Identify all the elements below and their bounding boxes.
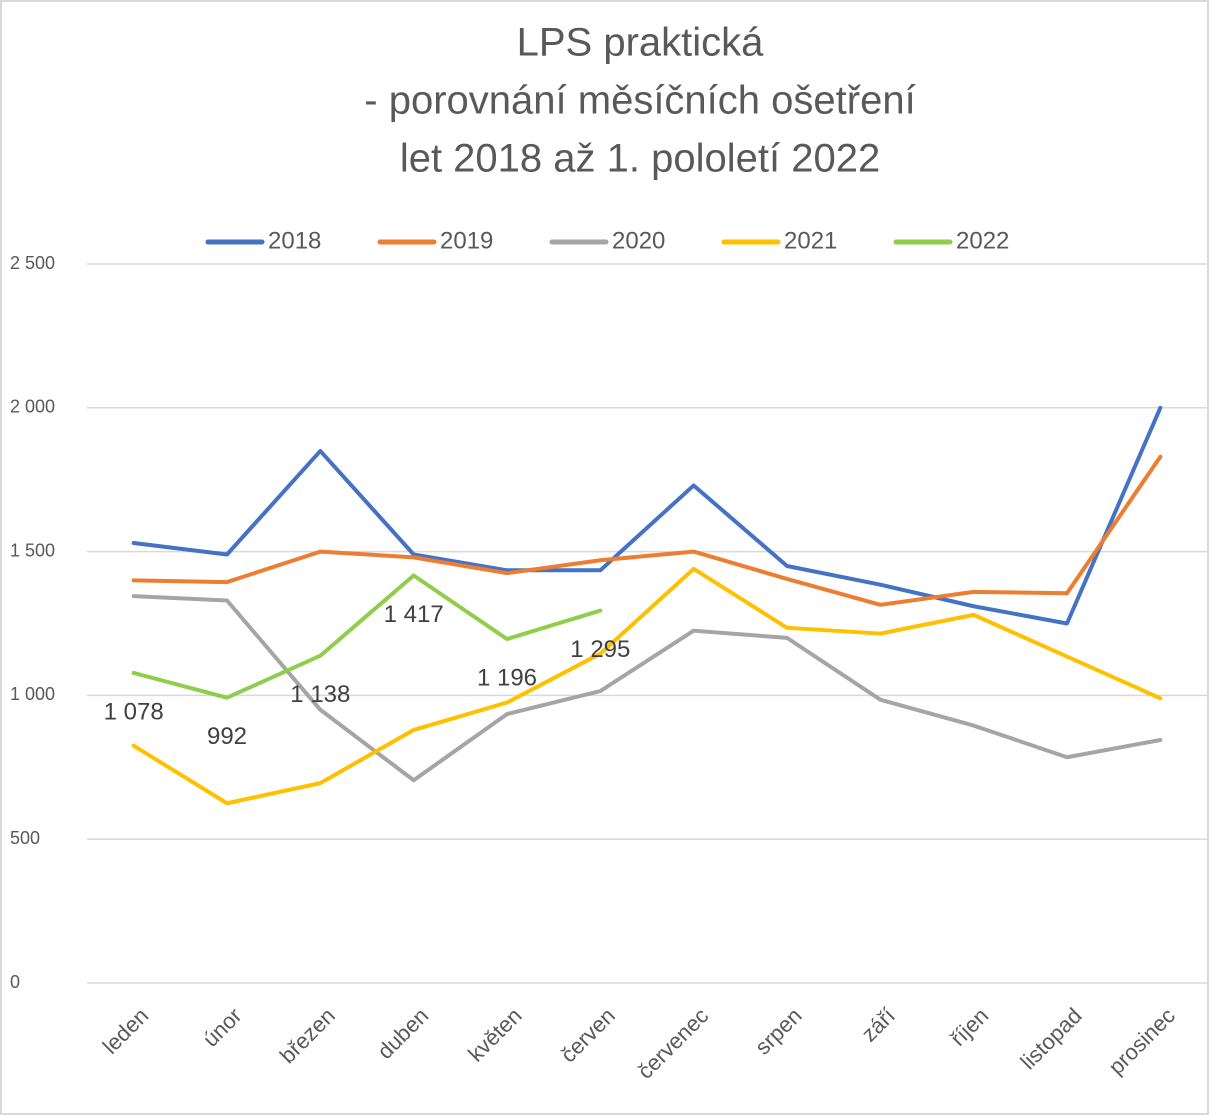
data-label: 1 295 <box>570 636 630 663</box>
y-tick-label: 0 <box>10 972 20 992</box>
chart-title: LPS praktická <box>517 21 765 65</box>
series-line <box>131 566 1163 806</box>
y-tick-label: 1 000 <box>10 684 55 704</box>
y-tick-label: 2 000 <box>10 397 55 417</box>
chart-title: let 2018 až 1. pololetí 2022 <box>400 137 880 181</box>
data-label: 1 078 <box>104 698 164 725</box>
legend-label: 2018 <box>268 227 321 254</box>
data-label: 1 196 <box>477 664 537 691</box>
series-line <box>131 573 603 700</box>
data-label: 1 138 <box>290 681 350 708</box>
legend-label: 2021 <box>784 227 837 254</box>
y-tick-label: 1 500 <box>10 540 55 560</box>
series-line <box>131 594 1163 783</box>
y-tick-label: 2 500 <box>10 253 55 273</box>
legend-label: 2022 <box>956 227 1009 254</box>
chart-title: - porovnání měsíčních ošetření <box>364 79 915 123</box>
legend-label: 2019 <box>440 227 493 254</box>
legend-label: 2020 <box>612 227 665 254</box>
y-tick-label: 500 <box>10 828 40 848</box>
data-label: 992 <box>207 723 247 750</box>
series-line <box>131 405 1163 626</box>
data-label: 1 417 <box>384 601 444 628</box>
series-line <box>131 454 1163 607</box>
